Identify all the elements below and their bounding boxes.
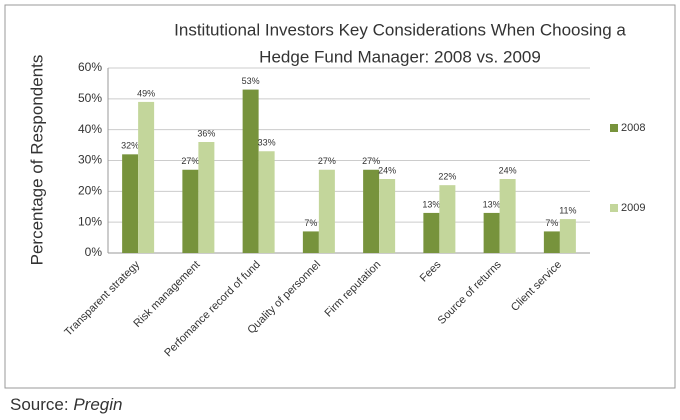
value-label: 49% [137,88,155,98]
value-label: 11% [559,205,576,215]
bar [122,154,139,253]
source-label: Source: [10,395,69,414]
value-label: 13% [483,199,501,209]
bar [198,142,215,253]
bar [318,169,335,253]
value-label: 33% [258,138,276,148]
legend-label: 2008 [621,122,645,134]
bar [543,231,560,253]
value-label: 27% [318,156,336,166]
y-tick-label: 0% [85,245,103,259]
bar [242,89,259,253]
y-tick-label: 50% [78,91,102,105]
value-label: 13% [422,199,440,209]
bar [423,212,440,253]
y-tick-label: 60% [78,60,102,74]
value-label: 27% [181,156,199,166]
bar [483,212,500,253]
value-label: 24% [378,165,396,175]
chart-title: Hedge Fund Manager: 2008 vs. 2009 [259,47,541,66]
bar [379,179,396,253]
value-label: 7% [304,218,317,228]
bar [363,169,380,253]
value-label: 36% [197,128,215,138]
y-tick-label: 10% [78,214,102,228]
bar [439,185,456,253]
bar [499,179,516,253]
y-tick-label: 30% [78,153,102,167]
chart-title: Institutional Investors Key Consideratio… [174,20,626,39]
value-label: 32% [121,141,139,151]
value-label: 22% [438,172,456,182]
bar [138,101,155,254]
value-label: 24% [499,165,517,175]
legend-swatch [610,204,618,212]
value-label: 7% [545,218,558,228]
chart-frame [4,4,676,389]
source-name: Pregin [73,395,122,414]
y-axis-label: Percentage of Respondents [27,55,46,266]
legend-label: 2009 [621,202,645,214]
legend-swatch [610,124,618,132]
bar [302,231,319,253]
source: Source: Pregin [10,395,122,414]
bar [258,151,275,253]
value-label: 27% [362,156,380,166]
y-tick-label: 40% [78,122,102,136]
bar [182,169,199,253]
y-tick-label: 20% [78,184,102,198]
value-label: 53% [242,76,260,86]
bar [559,219,576,253]
